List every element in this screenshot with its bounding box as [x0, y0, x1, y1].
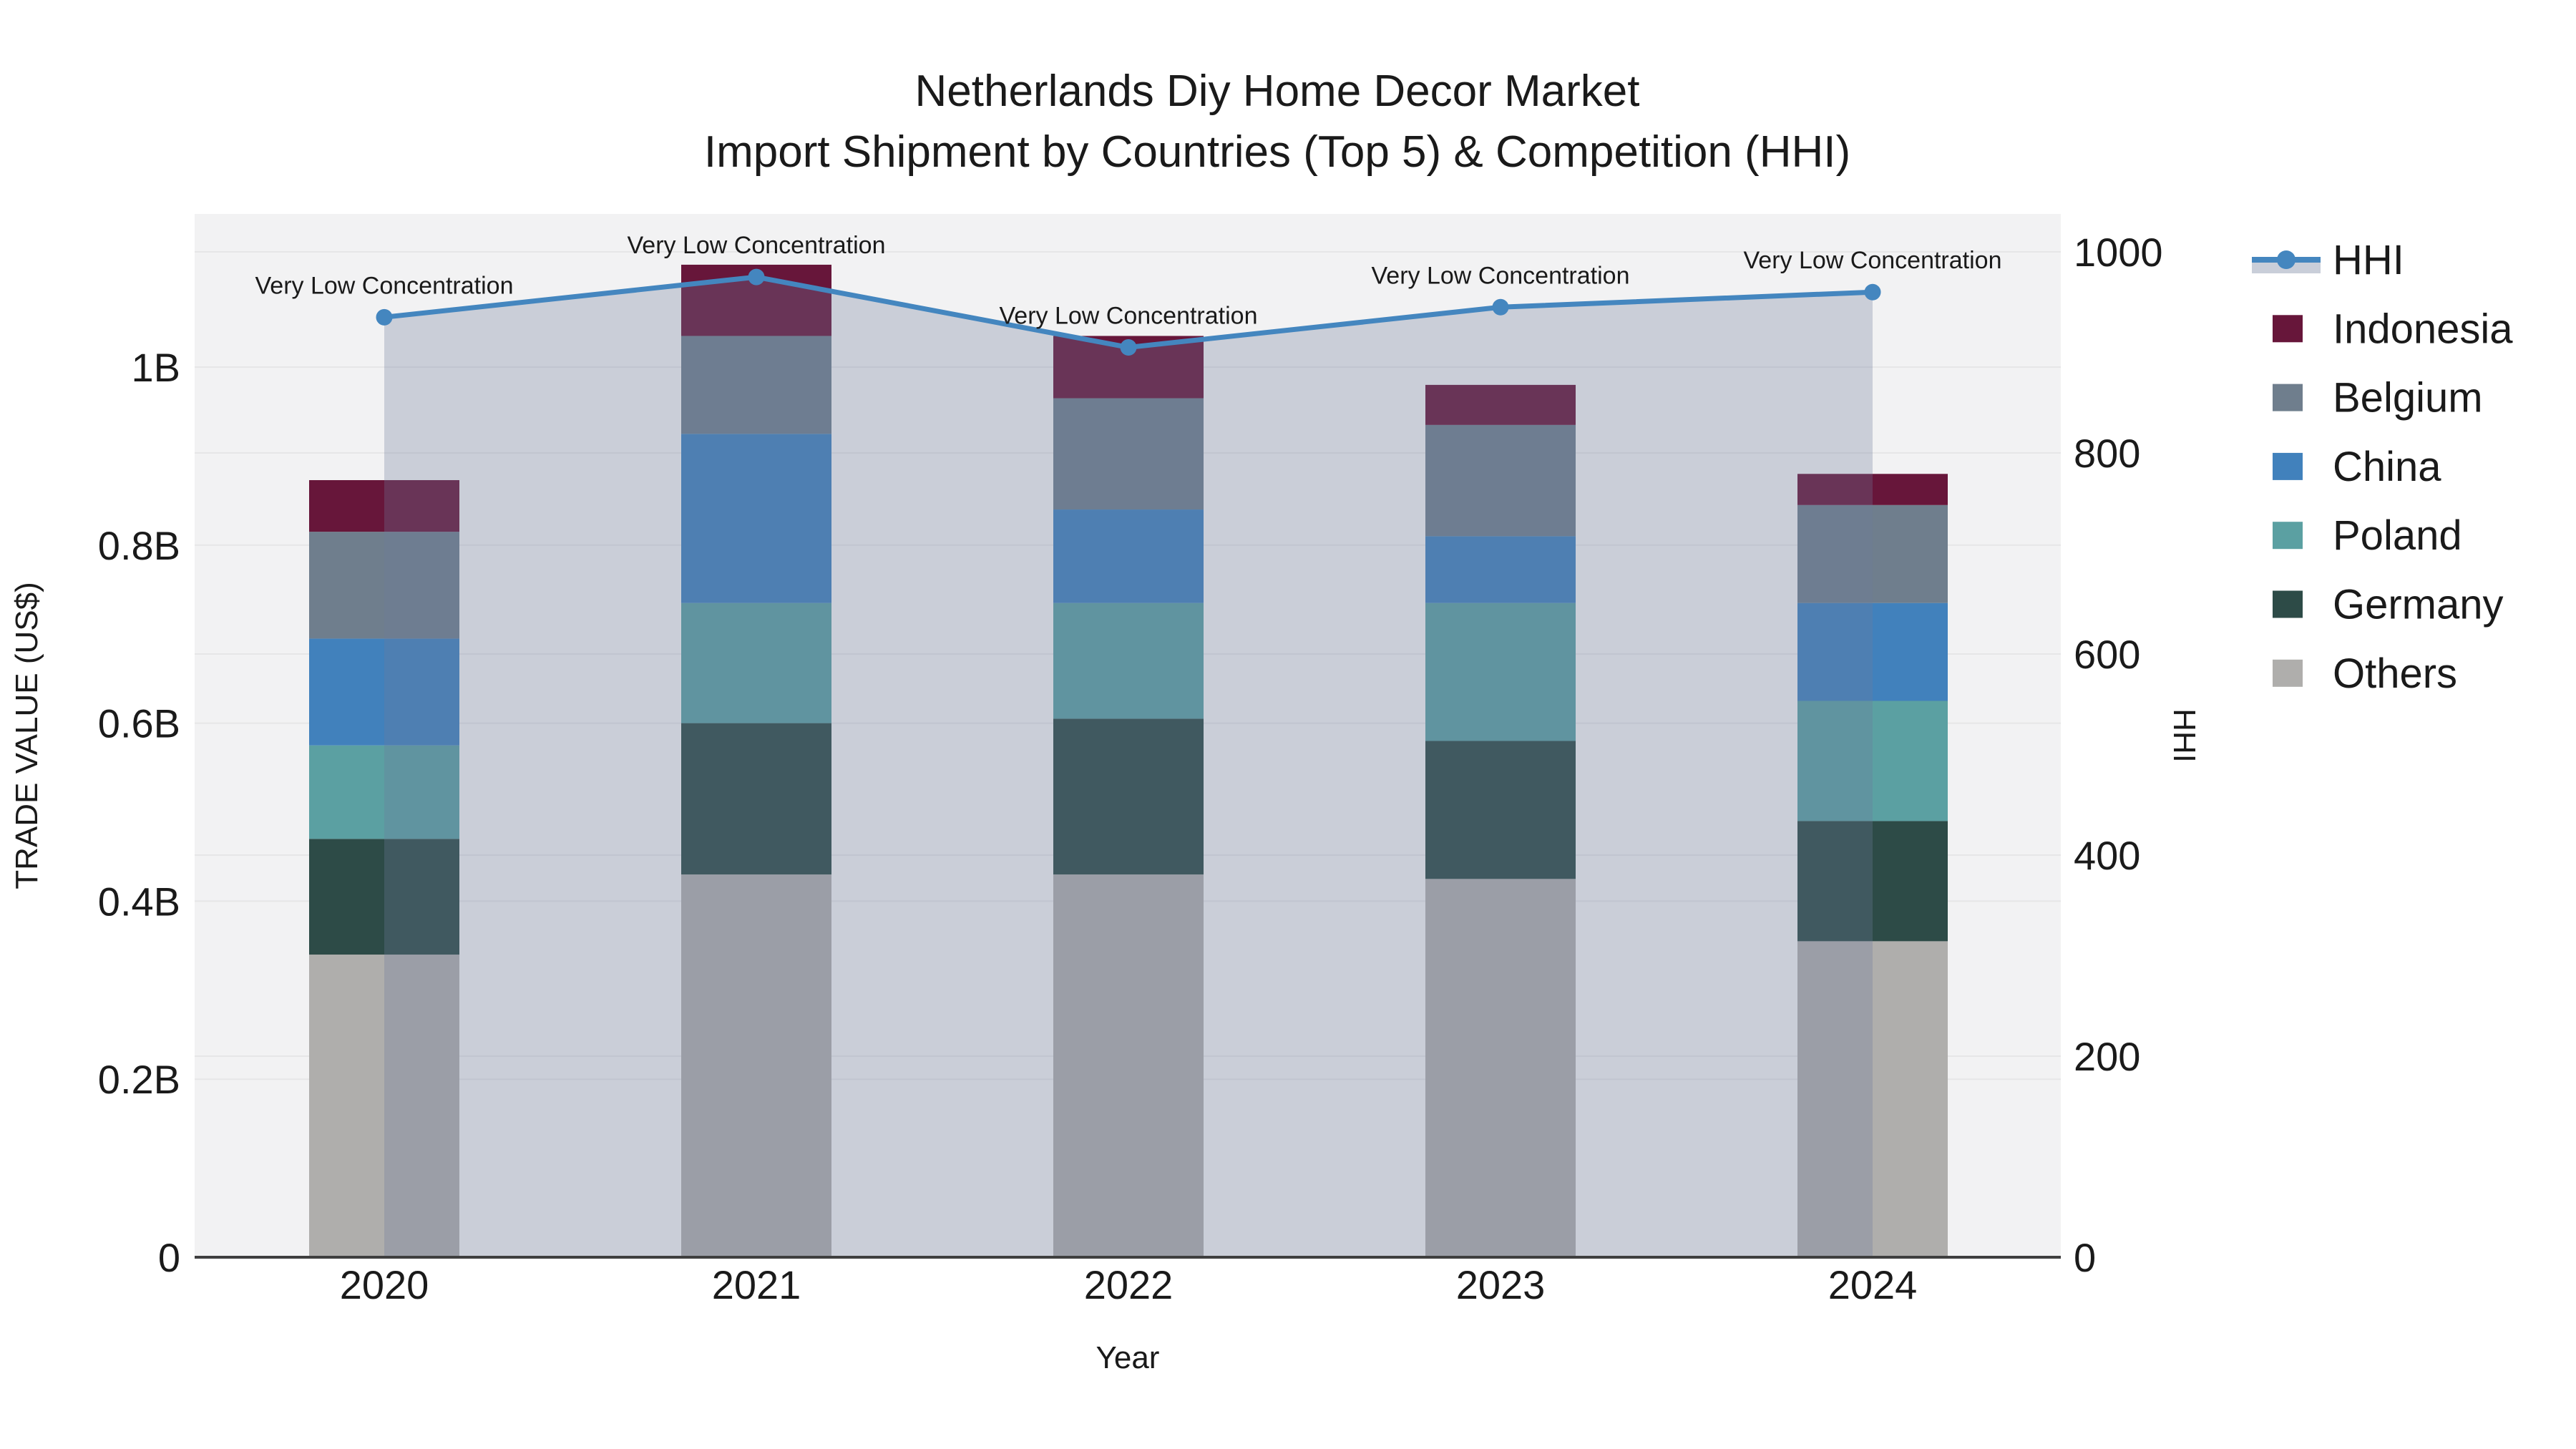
right-tick-800: 800: [2074, 431, 2140, 476]
bar-segment-germany-2020[interactable]: [309, 839, 459, 955]
legend-item-germany[interactable]: Germany: [2273, 582, 2504, 628]
x-axis-title: Year: [1096, 1340, 1160, 1375]
bar-segment-indonesia-2023[interactable]: [1425, 384, 1576, 425]
x-tick-2023: 2023: [1456, 1262, 1546, 1307]
x-tick-2021: 2021: [712, 1262, 801, 1307]
hhi-marker-2020[interactable]: [376, 308, 393, 326]
hhi-line: [376, 268, 1881, 356]
hhi-marker-2021[interactable]: [748, 268, 765, 286]
right-tick-200: 200: [2074, 1034, 2140, 1079]
x-tick-2020: 2020: [340, 1262, 429, 1307]
bar-segment-belgium-2021[interactable]: [681, 336, 831, 434]
right-tick-1000: 1000: [2074, 230, 2163, 275]
annotation-2021: Very Low Concentration: [628, 232, 886, 259]
bar-segment-indonesia-2024[interactable]: [1797, 474, 1948, 505]
legend-item-belgium[interactable]: Belgium: [2273, 375, 2483, 421]
bar-segment-poland-2020[interactable]: [309, 745, 459, 839]
legend-item-hhi[interactable]: HHI: [2252, 237, 2404, 283]
right-tick-0: 0: [2074, 1235, 2096, 1280]
x-tick-2024: 2024: [1828, 1262, 1918, 1307]
x-tick-2022: 2022: [1084, 1262, 1174, 1307]
bar-segment-others-2022[interactable]: [1053, 874, 1204, 1257]
legend-swatch-others: [2273, 659, 2303, 687]
chart-title-line2: Import Shipment by Countries (Top 5) & C…: [704, 127, 1850, 177]
legend-hhi-marker-swatch: [2277, 250, 2296, 269]
legend-item-others[interactable]: Others: [2273, 650, 2457, 697]
legend-label-poland: Poland: [2333, 512, 2462, 559]
bar-segment-china-2023[interactable]: [1425, 536, 1576, 603]
hhi-marker-2022[interactable]: [1120, 338, 1137, 356]
annotation-2024: Very Low Concentration: [1744, 247, 2002, 274]
legend-label-hhi: HHI: [2333, 237, 2404, 283]
legend-item-indonesia[interactable]: Indonesia: [2273, 306, 2513, 352]
bar-segment-others-2023[interactable]: [1425, 879, 1576, 1257]
bar-segment-belgium-2023[interactable]: [1425, 424, 1576, 537]
bar-segment-germany-2024[interactable]: [1797, 821, 1948, 942]
annotation-2022: Very Low Concentration: [1000, 302, 1258, 329]
legend-item-poland[interactable]: Poland: [2273, 512, 2462, 559]
bar-segment-others-2024[interactable]: [1797, 941, 1948, 1257]
legend: HHI Indonesia Belgium China Poland Germany Oth…: [2252, 237, 2513, 697]
right-tick-400: 400: [2074, 833, 2140, 878]
bar-segment-germany-2023[interactable]: [1425, 741, 1576, 879]
tick-labels: 0 0.2B 0.4B 0.6B 0.8B 1B 0 200 400 600 800 1000 2020…: [98, 230, 2163, 1307]
bar-segment-poland-2024[interactable]: [1797, 701, 1948, 821]
bar-segment-china-2022[interactable]: [1053, 509, 1204, 603]
bar-segment-belgium-2024[interactable]: [1797, 504, 1948, 603]
bar-segment-china-2021[interactable]: [681, 434, 831, 603]
bar-segment-germany-2022[interactable]: [1053, 718, 1204, 875]
legend-swatch-indonesia: [2273, 315, 2303, 343]
legend-swatch-belgium: [2273, 384, 2303, 411]
bar-segment-china-2024[interactable]: [1797, 602, 1948, 701]
legend-swatch-germany: [2273, 590, 2303, 618]
legend-label-belgium: Belgium: [2333, 375, 2483, 421]
bar-segment-others-2020[interactable]: [309, 955, 459, 1257]
legend-swatch-china: [2273, 452, 2303, 480]
annotations: Very Low Concentration Very Low Concentra…: [255, 232, 2002, 329]
right-tick-600: 600: [2074, 632, 2140, 677]
chart-title-line1: Netherlands Diy Home Decor Market: [914, 67, 1639, 116]
left-tick-1B: 1B: [132, 345, 181, 390]
left-tick-0.2B: 0.2B: [98, 1057, 180, 1102]
legend-label-indonesia: Indonesia: [2333, 306, 2513, 352]
annotation-2020: Very Low Concentration: [255, 272, 514, 299]
right-axis-title: HHI: [2167, 708, 2202, 763]
legend-label-germany: Germany: [2333, 582, 2504, 628]
left-axis-title: TRADE VALUE (US$): [9, 582, 44, 889]
bar-segment-china-2020[interactable]: [309, 638, 459, 746]
stacked-bars: [309, 264, 1948, 1257]
legend-swatch-poland: [2273, 522, 2303, 550]
left-tick-0: 0: [158, 1235, 180, 1280]
bar-segment-germany-2021[interactable]: [681, 723, 831, 875]
bar-segment-poland-2021[interactable]: [681, 602, 831, 723]
hhi-area: [384, 277, 1873, 1257]
bar-segment-belgium-2020[interactable]: [309, 532, 459, 639]
left-tick-0.6B: 0.6B: [98, 701, 180, 746]
legend-label-china: China: [2333, 444, 2441, 490]
bar-segment-poland-2022[interactable]: [1053, 602, 1204, 719]
legend-label-others: Others: [2333, 650, 2457, 697]
bar-segment-indonesia-2020[interactable]: [309, 479, 459, 532]
bar-segment-poland-2023[interactable]: [1425, 602, 1576, 741]
legend-item-china[interactable]: China: [2273, 444, 2441, 490]
bar-segment-others-2021[interactable]: [681, 874, 831, 1257]
annotation-2023: Very Low Concentration: [1372, 262, 1630, 289]
hhi-marker-2023[interactable]: [1492, 298, 1509, 316]
left-tick-0.8B: 0.8B: [98, 523, 180, 568]
bar-segment-belgium-2022[interactable]: [1053, 398, 1204, 510]
hhi-area-fill: [384, 277, 1873, 1257]
left-tick-0.4B: 0.4B: [98, 879, 180, 924]
hhi-marker-2024[interactable]: [1864, 283, 1881, 301]
